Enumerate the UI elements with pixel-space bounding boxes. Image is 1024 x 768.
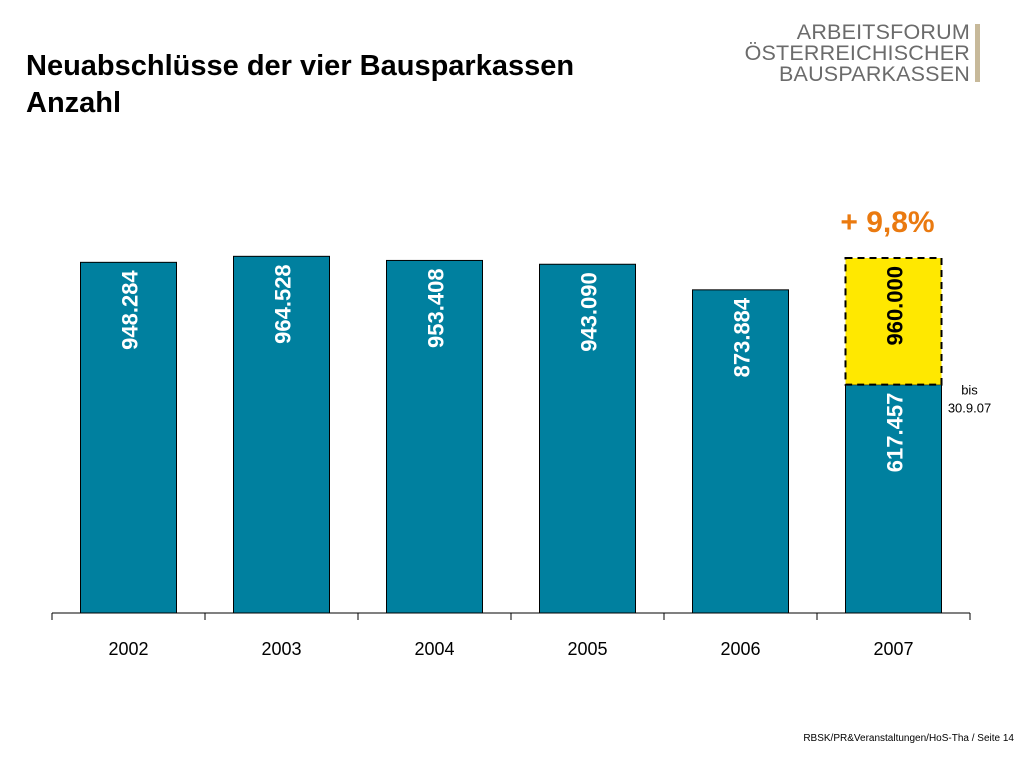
data-label-2004: 953.408	[424, 268, 449, 348]
forecast-box-2007	[844, 257, 943, 386]
logo-accent-bar	[975, 24, 980, 82]
bar-2006	[692, 289, 789, 614]
forecast-label: 960.000	[883, 266, 908, 346]
data-label-2006: 873.884	[730, 297, 755, 377]
logo-line-2: ÖSTERREICHISCHER	[744, 41, 970, 65]
note-line-2: 30.9.07	[948, 401, 991, 416]
page-title: Neuabschlüsse der vier Bausparkassen Anz…	[26, 48, 574, 122]
x-tick-label-2006: 2006	[720, 639, 760, 659]
bar-2002	[80, 261, 177, 614]
title-line-2: Anzahl	[26, 87, 122, 119]
data-label-2007: 617.457	[883, 393, 908, 473]
logo-line-1: ARBEITSFORUM	[796, 20, 970, 44]
x-tick-label-2007: 2007	[873, 639, 913, 659]
organization-logo: ARBEITSFORUM ÖSTERREICHISCHER BAUSPARKAS…	[728, 20, 980, 86]
title-line-1: Neuabschlüsse der vier Bausparkassen	[26, 50, 575, 82]
growth-annotation: + 9,8%	[840, 206, 934, 239]
bar-2003	[233, 255, 330, 614]
bar-2004	[386, 259, 483, 614]
bar-2005	[539, 263, 636, 614]
x-tick-label-2004: 2004	[414, 639, 454, 659]
data-label-2003: 964.528	[271, 264, 296, 344]
note-line-1: bis	[961, 383, 978, 398]
data-label-2005: 943.090	[577, 272, 602, 352]
footer-text: RBSK/PR&Veranstaltungen/HoS-Tha / Seite …	[803, 733, 1014, 744]
logo-line-3: BAUSPARKASSEN	[779, 62, 970, 86]
x-tick-label-2005: 2005	[567, 639, 607, 659]
x-tick-label-2003: 2003	[261, 639, 301, 659]
x-tick-label-2002: 2002	[108, 639, 148, 659]
data-label-2002: 948.284	[118, 270, 143, 350]
